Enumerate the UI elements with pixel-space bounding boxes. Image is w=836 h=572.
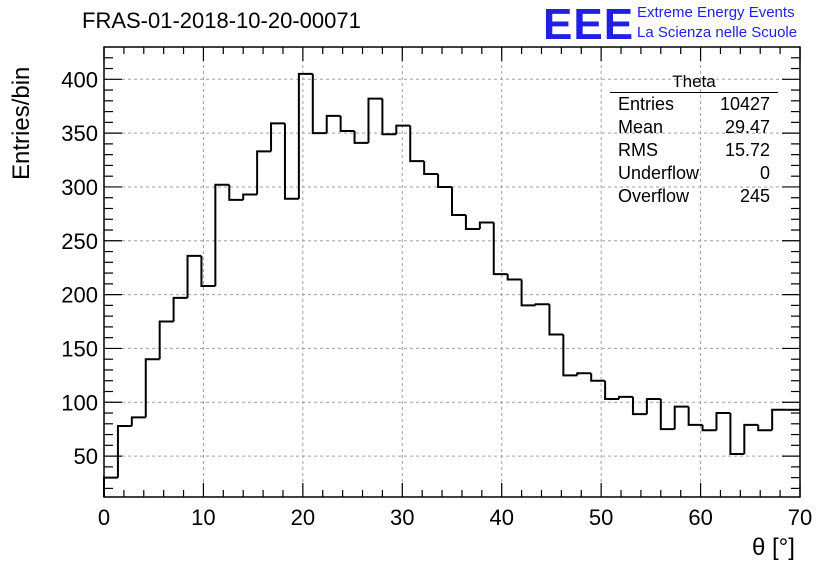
histogram-bin xyxy=(673,405,689,430)
stats-value: 0 xyxy=(759,163,770,183)
x-tick-label: 50 xyxy=(589,505,613,530)
histogram-bin xyxy=(423,161,439,176)
x-axis-ticks: 0 10 20 30 40 50 60 70 xyxy=(98,47,812,530)
histogram-bin xyxy=(116,424,132,478)
histogram-bin xyxy=(604,380,620,401)
y-tick-label: 350 xyxy=(61,121,98,146)
logo-line-1: Extreme Energy Events xyxy=(637,4,795,21)
stats-label: Mean xyxy=(618,117,664,137)
x-tick-label: 70 xyxy=(788,505,812,530)
stats-label: RMS xyxy=(618,140,658,160)
histogram-bin xyxy=(631,396,647,416)
histogram-bin xyxy=(645,398,661,415)
histogram-bin xyxy=(172,296,188,322)
stats-label: Overflow xyxy=(618,186,690,206)
histogram-bin xyxy=(367,97,383,143)
histogram-bin xyxy=(158,320,174,360)
histogram-bin xyxy=(270,122,285,152)
histogram-bin xyxy=(576,372,592,376)
histogram-bin xyxy=(478,221,494,229)
stats-row-mean: Mean 29.47 xyxy=(610,116,778,139)
chart-title: FRAS-01-2018-10-20-00071 xyxy=(82,8,361,33)
histogram-bin xyxy=(409,125,425,163)
stats-row-entries: Entries 10427 xyxy=(610,93,778,116)
x-tick-label: 30 xyxy=(390,505,414,530)
x-tick-label: 0 xyxy=(98,505,110,530)
x-tick-label: 40 xyxy=(489,505,513,530)
histogram-bin xyxy=(590,373,606,382)
histogram-bin xyxy=(492,222,508,276)
stats-row-overflow: Overflow 245 xyxy=(610,185,778,208)
y-axis-label: Entries/bin xyxy=(8,66,35,180)
stats-value: 15.72 xyxy=(724,140,770,160)
plot-frame xyxy=(103,46,801,498)
histogram-bin xyxy=(311,73,327,135)
y-tick-label: 50 xyxy=(74,444,98,469)
histogram-bin xyxy=(534,303,550,306)
histogram-bin xyxy=(395,124,411,135)
histogram-bin xyxy=(228,184,244,201)
histogram-bin xyxy=(339,115,355,132)
histogram-bin xyxy=(659,399,675,431)
histogram-bin xyxy=(520,279,536,307)
x-tick-label: 20 xyxy=(291,505,315,530)
histogram-bin xyxy=(214,183,230,286)
stats-label: Entries xyxy=(618,94,675,114)
y-tick-label: 300 xyxy=(61,175,98,200)
y-tick-label: 250 xyxy=(61,229,98,254)
histogram-bin xyxy=(353,130,369,144)
histogram-bin xyxy=(437,174,452,188)
y-tick-label: 400 xyxy=(61,67,98,92)
histogram-bin xyxy=(130,416,146,426)
y-tick-label: 200 xyxy=(61,283,98,308)
histogram-bin xyxy=(715,412,731,431)
histogram-bin xyxy=(381,98,397,136)
histogram-bin xyxy=(687,406,703,426)
histogram-bin xyxy=(729,413,745,455)
stats-row-rms: RMS 15.72 xyxy=(610,139,778,162)
stats-box: Theta Entries 10427 Mean 29.47 RMS 15.72… xyxy=(610,72,778,208)
histogram-bin xyxy=(283,123,299,200)
histogram-bin xyxy=(325,114,341,134)
stats-title: Theta xyxy=(610,72,778,93)
histogram-bin xyxy=(743,423,759,454)
histogram-bin xyxy=(297,72,313,199)
histogram-bin xyxy=(186,254,202,298)
stats-value: 10427 xyxy=(719,94,770,114)
histogram-bin xyxy=(562,334,578,377)
histogram-bin xyxy=(200,255,216,287)
histogram-bin xyxy=(242,193,258,200)
histogram-bin xyxy=(771,408,787,431)
histogram-bin xyxy=(451,186,466,216)
stats-label: Underflow xyxy=(618,163,700,183)
histogram-bin xyxy=(506,274,522,281)
stats-row-underflow: Underflow 0 xyxy=(610,162,778,185)
x-tick-label: 60 xyxy=(688,505,712,530)
histogram-bin xyxy=(144,358,160,418)
y-tick-label: 150 xyxy=(61,336,98,361)
x-tick-label: 10 xyxy=(191,505,215,530)
histogram-bin xyxy=(464,214,480,230)
histogram-bin xyxy=(618,395,633,400)
x-axis-label: θ [°] xyxy=(752,534,795,561)
grid-lines xyxy=(103,47,801,497)
stats-value: 245 xyxy=(739,186,770,206)
y-tick-label: 100 xyxy=(61,390,98,415)
histogram-bin xyxy=(103,476,118,497)
histogram-bin xyxy=(256,150,272,195)
histogram-bin xyxy=(548,304,564,336)
stats-value: 29.47 xyxy=(724,117,770,137)
plot-border xyxy=(103,46,801,498)
histogram-bin xyxy=(701,424,717,432)
eee-logo: EEE xyxy=(543,0,635,49)
y-axis-ticks: 50 100 150 200 250 300 350 400 xyxy=(61,57,800,489)
logo-line-2: La Scienza nelle Scuole xyxy=(637,24,798,41)
histogram-bin xyxy=(757,424,773,432)
